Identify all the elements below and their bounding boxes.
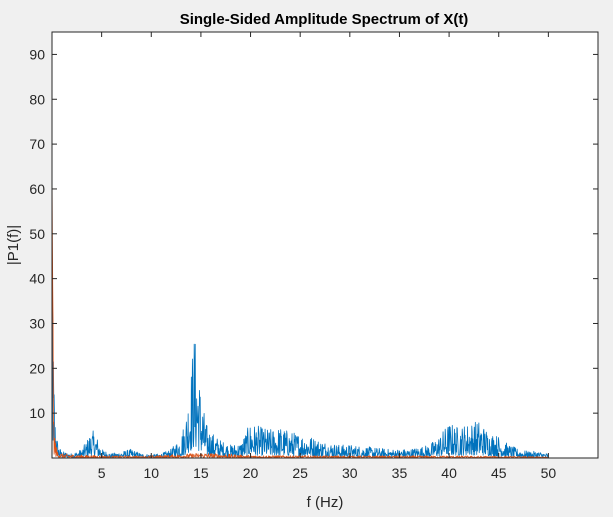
y-tick-label: 10 [29,405,45,421]
x-tick-label: 10 [143,465,159,481]
y-tick-label: 60 [29,181,45,197]
y-tick-label: 30 [29,315,45,331]
y-axis: 10 20 30 40 50 60 70 80 90 [29,46,598,421]
y-tick-label: 20 [29,360,45,376]
x-tick-label: 20 [243,465,259,481]
x-tick-label: 15 [193,465,209,481]
y-axis-label: |P1(f)| [5,225,22,265]
x-tick-label: 40 [441,465,457,481]
x-tick-label: 25 [292,465,308,481]
y-tick-label: 90 [29,46,45,62]
x-tick-label: 50 [541,465,557,481]
x-tick-label: 30 [342,465,358,481]
y-tick-label: 50 [29,226,45,242]
chart-title: Single-Sided Amplitude Spectrum of X(t) [180,11,469,28]
plot-area [52,32,598,458]
y-tick-label: 80 [29,91,45,107]
x-axis: 5 10 15 20 25 30 35 40 45 50 [98,32,557,481]
y-tick-label: 70 [29,136,45,152]
y-tick-label: 40 [29,271,45,287]
x-tick-label: 45 [491,465,507,481]
x-axis-label: f (Hz) [307,494,344,511]
axes-box [51,31,599,459]
x-tick-label: 5 [98,465,106,481]
x-tick-label: 35 [392,465,408,481]
